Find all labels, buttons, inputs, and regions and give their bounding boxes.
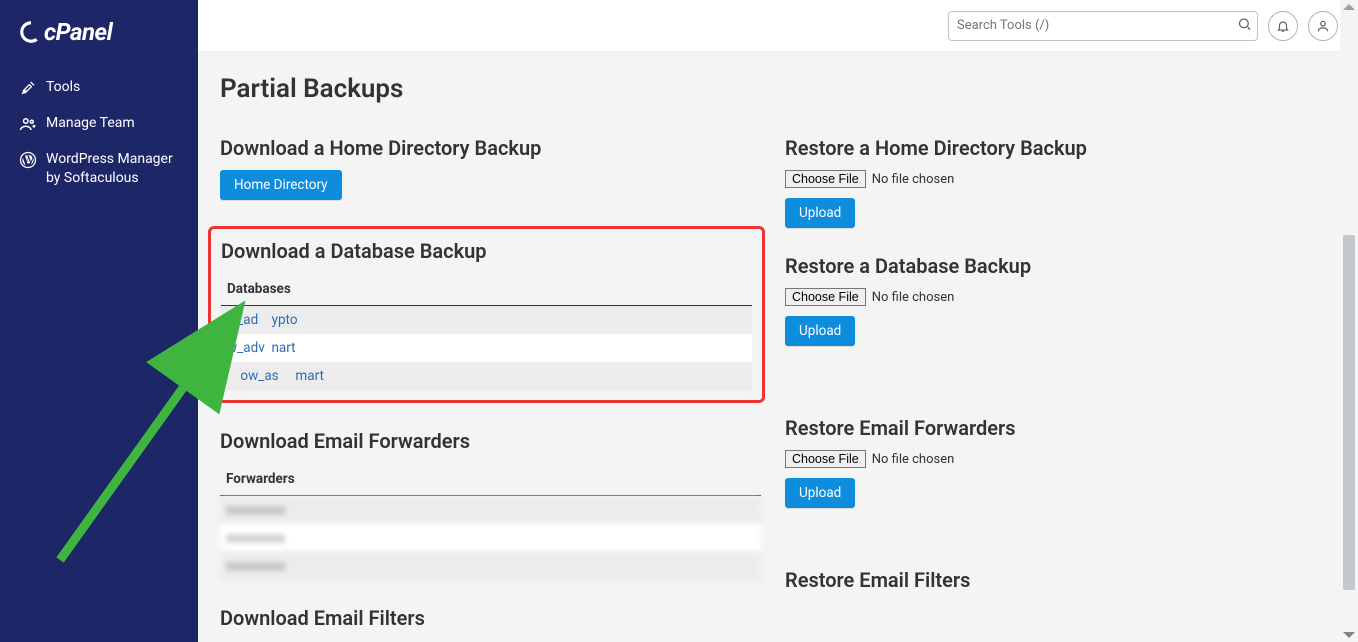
file-chosen-label: No file chosen — [872, 452, 955, 467]
scroll-up-icon — [1343, 4, 1355, 10]
cpanel-logo-text: cPanel — [44, 18, 112, 46]
cpanel-logo-icon — [18, 19, 44, 45]
team-icon — [18, 114, 38, 134]
home-directory-button[interactable]: Home Directory — [220, 170, 342, 200]
databases-table: w_ad ypto w_adv nart ow_as mart — [221, 306, 752, 390]
search-input[interactable] — [948, 11, 1258, 41]
sidebar-item-wordpress-manager[interactable]: WordPress Manager by Softaculous — [0, 142, 198, 196]
restore-home-dir-section: Restore a Home Directory Backup Choose F… — [785, 136, 1326, 228]
database-row: w_adv nart — [221, 334, 752, 362]
upload-button[interactable]: Upload — [785, 478, 855, 508]
search-icon[interactable] — [1237, 16, 1252, 35]
database-link[interactable]: ow_as mart — [227, 368, 324, 384]
page-title: Partial Backups — [220, 74, 1326, 104]
section-title: Download Email Filters — [220, 606, 761, 630]
forwarder-row: aaaaaaaa — [220, 552, 761, 580]
database-link[interactable]: w_adv nart — [227, 340, 296, 356]
forwarder-row: aaaaaaaa — [220, 496, 761, 524]
right-column: Restore a Home Directory Backup Choose F… — [785, 126, 1326, 640]
upload-button[interactable]: Upload — [785, 316, 855, 346]
file-input-row: Choose File No file chosen — [785, 170, 1326, 188]
download-forwarders-section: Download Email Forwarders Forwarders aaa… — [220, 429, 761, 580]
choose-file-button[interactable]: Choose File — [785, 170, 866, 188]
file-input-row: Choose File No file chosen — [785, 288, 1326, 306]
upload-button[interactable]: Upload — [785, 198, 855, 228]
section-title: Restore Email Forwarders — [785, 416, 1326, 440]
tools-icon — [18, 78, 38, 98]
restore-forwarders-section: Restore Email Forwarders Choose File No … — [785, 416, 1326, 508]
left-column: Download a Home Directory Backup Home Di… — [220, 126, 761, 640]
sidebar: cPanel Tools Manage Team WordPress Manag… — [0, 0, 198, 642]
wordpress-icon — [18, 150, 38, 170]
file-input-row: Choose File No file chosen — [785, 450, 1326, 468]
user-menu-button[interactable] — [1308, 11, 1338, 41]
database-row: w_ad ypto — [221, 306, 752, 334]
section-title: Download Email Forwarders — [220, 429, 761, 453]
scroll-down-icon — [1343, 632, 1355, 638]
sidebar-item-manage-team[interactable]: Manage Team — [0, 106, 198, 142]
file-chosen-label: No file chosen — [872, 172, 955, 187]
restore-database-section: Restore a Database Backup Choose File No… — [785, 254, 1326, 346]
sidebar-item-label: WordPress Manager by Softaculous — [46, 150, 180, 188]
content-area: Partial Backups Download a Home Director… — [198, 52, 1358, 642]
topbar — [198, 0, 1358, 52]
notifications-button[interactable] — [1268, 11, 1298, 41]
forwarders-table: aaaaaaaa aaaaaaaa aaaaaaaa — [220, 496, 761, 580]
section-title: Restore a Database Backup — [785, 254, 1326, 278]
bell-icon — [1276, 19, 1290, 33]
section-title: Download a Database Backup — [221, 239, 752, 263]
download-database-section: Download a Database Backup Databases w_a… — [208, 226, 765, 403]
vertical-scrollbar[interactable] — [1340, 0, 1358, 642]
database-row: ow_as mart — [221, 362, 752, 390]
scrollbar-thumb[interactable] — [1343, 235, 1355, 590]
search-tools-wrap — [948, 11, 1258, 41]
download-filters-section: Download Email Filters — [220, 606, 761, 630]
section-title: Restore Email Filters — [785, 568, 1326, 592]
section-title: Download a Home Directory Backup — [220, 136, 761, 160]
sidebar-item-tools[interactable]: Tools — [0, 70, 198, 106]
sidebar-item-label: Manage Team — [46, 114, 135, 133]
download-home-dir-section: Download a Home Directory Backup Home Di… — [220, 136, 761, 200]
sidebar-item-label: Tools — [46, 78, 80, 97]
file-chosen-label: No file chosen — [872, 290, 955, 305]
database-link[interactable]: w_ad ypto — [227, 312, 298, 328]
section-title: Restore a Home Directory Backup — [785, 136, 1326, 160]
databases-header: Databases — [221, 273, 752, 306]
cpanel-logo: cPanel — [0, 18, 198, 70]
forwarders-header: Forwarders — [220, 463, 761, 496]
user-icon — [1316, 19, 1330, 33]
columns: Download a Home Directory Backup Home Di… — [220, 126, 1326, 640]
restore-filters-section: Restore Email Filters — [785, 568, 1326, 592]
forwarder-row: aaaaaaaa — [220, 524, 761, 552]
choose-file-button[interactable]: Choose File — [785, 450, 866, 468]
choose-file-button[interactable]: Choose File — [785, 288, 866, 306]
